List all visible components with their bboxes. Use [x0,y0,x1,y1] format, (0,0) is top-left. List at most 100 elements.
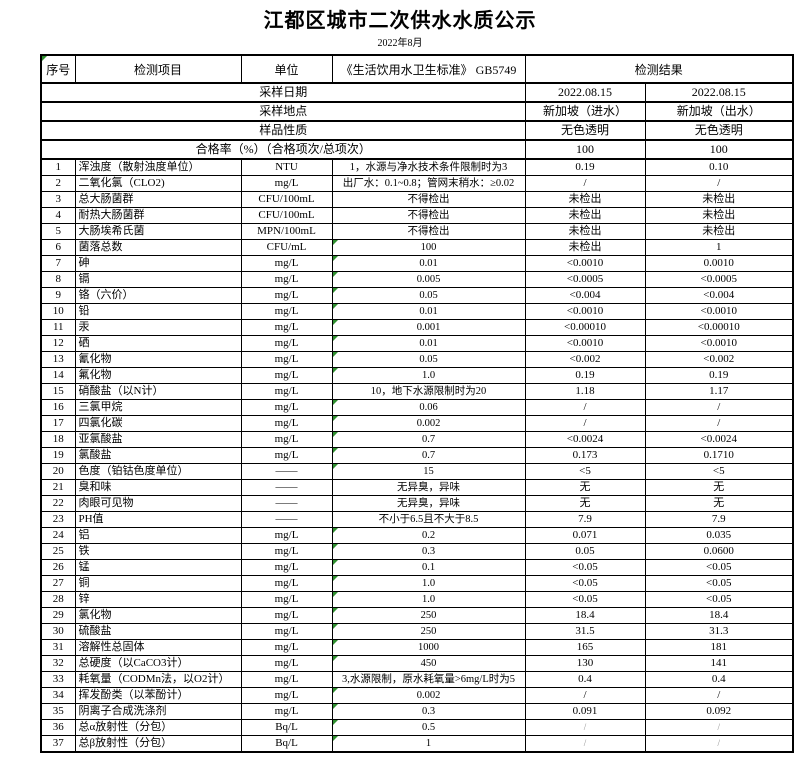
result-outlet-cell: 0.092 [644,703,794,720]
result-outlet-cell: 未检出 [644,223,794,240]
result-outlet-cell: 0.10 [644,158,794,176]
result-inlet-cell: / [524,399,646,416]
standard-cell: 0.3 [331,543,526,560]
sampling-date-label: 采样日期 [40,82,526,103]
row-no-cell: 32 [40,655,76,672]
row-no-cell: 13 [40,351,76,368]
table-row: 23 PH值 —— 不小于6.5且不大于8.5 7.9 7.9 [40,511,794,528]
table-row: 37 总β放射性（分包） Bq/L 1// [40,735,794,753]
sampling-location-outlet: 新加坡（出水） [644,101,794,122]
item-cell: 四氯化碳 [74,415,242,432]
item-cell: 铅 [74,303,242,320]
unit-cell: mg/L [240,319,333,336]
result-inlet-cell: 未检出 [524,223,646,240]
sample-nature-inlet: 无色透明 [524,120,646,141]
result-inlet-cell: <0.05 [524,591,646,608]
item-cell: 铜 [74,575,242,592]
result-inlet-cell: 0.19 [524,367,646,384]
item-cell: 硝酸盐（以N计） [74,383,242,400]
pass-rate-row: 合格率（%）（合格项次/总项次） 100 100 [40,139,794,160]
unit-cell: mg/L [240,175,333,192]
table-row: 18 亚氯酸盐 mg/L 0.7 <0.0024 <0.0024 [40,431,794,448]
result-outlet-cell: 0.4 [644,671,794,688]
row-no-cell: 2 [40,175,76,192]
table-row: 12 硒 mg/L 0.01 <0.0010 <0.0010 [40,335,794,352]
unit-cell: mg/L [240,591,333,608]
result-inlet-cell: <0.0010 [524,255,646,272]
item-cell: 氰化物 [74,351,242,368]
standard-cell: 不小于6.5且不大于8.5 [331,511,526,528]
row-no-cell: 27 [40,575,76,592]
unit-cell: mg/L [240,351,333,368]
result-outlet-cell: 0.035 [644,527,794,544]
table-row: 6 菌落总数 CFU/mL 100 未检出 1 [40,239,794,256]
result-inlet-cell: 无 [524,479,646,496]
standard-cell: 1，水源与净水技术条件限制时为3 [331,158,526,176]
cell-flag-triangle-icon [333,304,338,309]
table-row: 21 臭和味 —— 无异臭，异味无无 [40,479,794,496]
standard-cell: 0.005 [331,271,526,288]
row-no-cell: 10 [40,303,76,320]
result-outlet-cell: 无 [644,479,794,496]
item-cell: 总硬度（以CaCO3计） [74,655,242,672]
item-cell: 总大肠菌群 [74,191,242,208]
sampling-location-label: 采样地点 [40,101,526,122]
result-outlet-cell: 7.9 [644,511,794,528]
cell-flag-triangle-icon [333,640,338,645]
unit-cell: —— [240,511,333,528]
item-cell: 耐热大肠菌群 [74,207,242,224]
result-outlet-cell: 31.3 [644,623,794,640]
cell-flag-triangle-icon [333,448,338,453]
column-header-row: 序号 检测项目 单位 《生活饮用水卫生标准》 GB5749 检测结果 [40,54,794,84]
item-cell: 硫酸盐 [74,623,242,640]
table-row: 22 肉眼可见物 —— 无异臭，异味无无 [40,495,794,512]
unit-cell: —— [240,463,333,480]
standard-cell: 450 [331,655,526,672]
item-cell: 三氯甲烷 [74,399,242,416]
standard-cell: 1.0 [331,591,526,608]
item-cell: 色度（铂钴色度单位） [74,463,242,480]
result-outlet-cell: 0.1710 [644,447,794,464]
unit-cell: mg/L [240,639,333,656]
row-no-cell: 3 [40,191,76,208]
sampling-location-inlet: 新加坡（进水） [524,101,646,122]
item-cell: 浑浊度（散射浊度单位） [74,158,242,176]
table-row: 31 溶解性总固体 mg/L 1000 165 181 [40,639,794,656]
header-no: 序号 [40,54,76,84]
cell-flag-triangle-icon [333,704,338,709]
result-inlet-cell: 未检出 [524,239,646,256]
item-cell: 亚氯酸盐 [74,431,242,448]
unit-cell: Bq/L [240,735,333,753]
sample-nature-label: 样品性质 [40,120,526,141]
standard-cell: 0.01 [331,303,526,320]
item-cell: 挥发酚类（以苯酚计） [74,687,242,704]
cell-flag-triangle-icon [333,368,338,373]
standard-cell: 不得检出 [331,207,526,224]
cell-flag-triangle-icon [333,336,338,341]
cell-flag-triangle-icon [333,400,338,405]
row-no-cell: 34 [40,687,76,704]
row-no-cell: 15 [40,383,76,400]
row-no-cell: 18 [40,431,76,448]
result-outlet-cell: 141 [644,655,794,672]
pass-rate-outlet: 100 [644,139,794,160]
item-cell: 肉眼可见物 [74,495,242,512]
table-row: 13 氰化物 mg/L 0.05 <0.002 <0.002 [40,351,794,368]
unit-cell: Bq/L [240,719,333,736]
cell-flag-triangle-icon [333,416,338,421]
item-cell: 大肠埃希氏菌 [74,223,242,240]
item-cell: 氯化物 [74,607,242,624]
result-outlet-cell: 1 [644,239,794,256]
result-outlet-cell: / [644,719,794,736]
pass-rate-label: 合格率（%）（合格项次/总项次） [40,139,526,160]
pass-rate-inlet: 100 [524,139,646,160]
unit-cell: mg/L [240,607,333,624]
standard-cell: 0.05 [331,287,526,304]
table-row: 28 锌 mg/L 1.0 <0.05 <0.05 [40,591,794,608]
item-cell: 镉 [74,271,242,288]
item-cell: 溶解性总固体 [74,639,242,656]
result-inlet-cell: 0.071 [524,527,646,544]
item-cell: 硒 [74,335,242,352]
row-no-cell: 6 [40,239,76,256]
result-inlet-cell: 未检出 [524,191,646,208]
